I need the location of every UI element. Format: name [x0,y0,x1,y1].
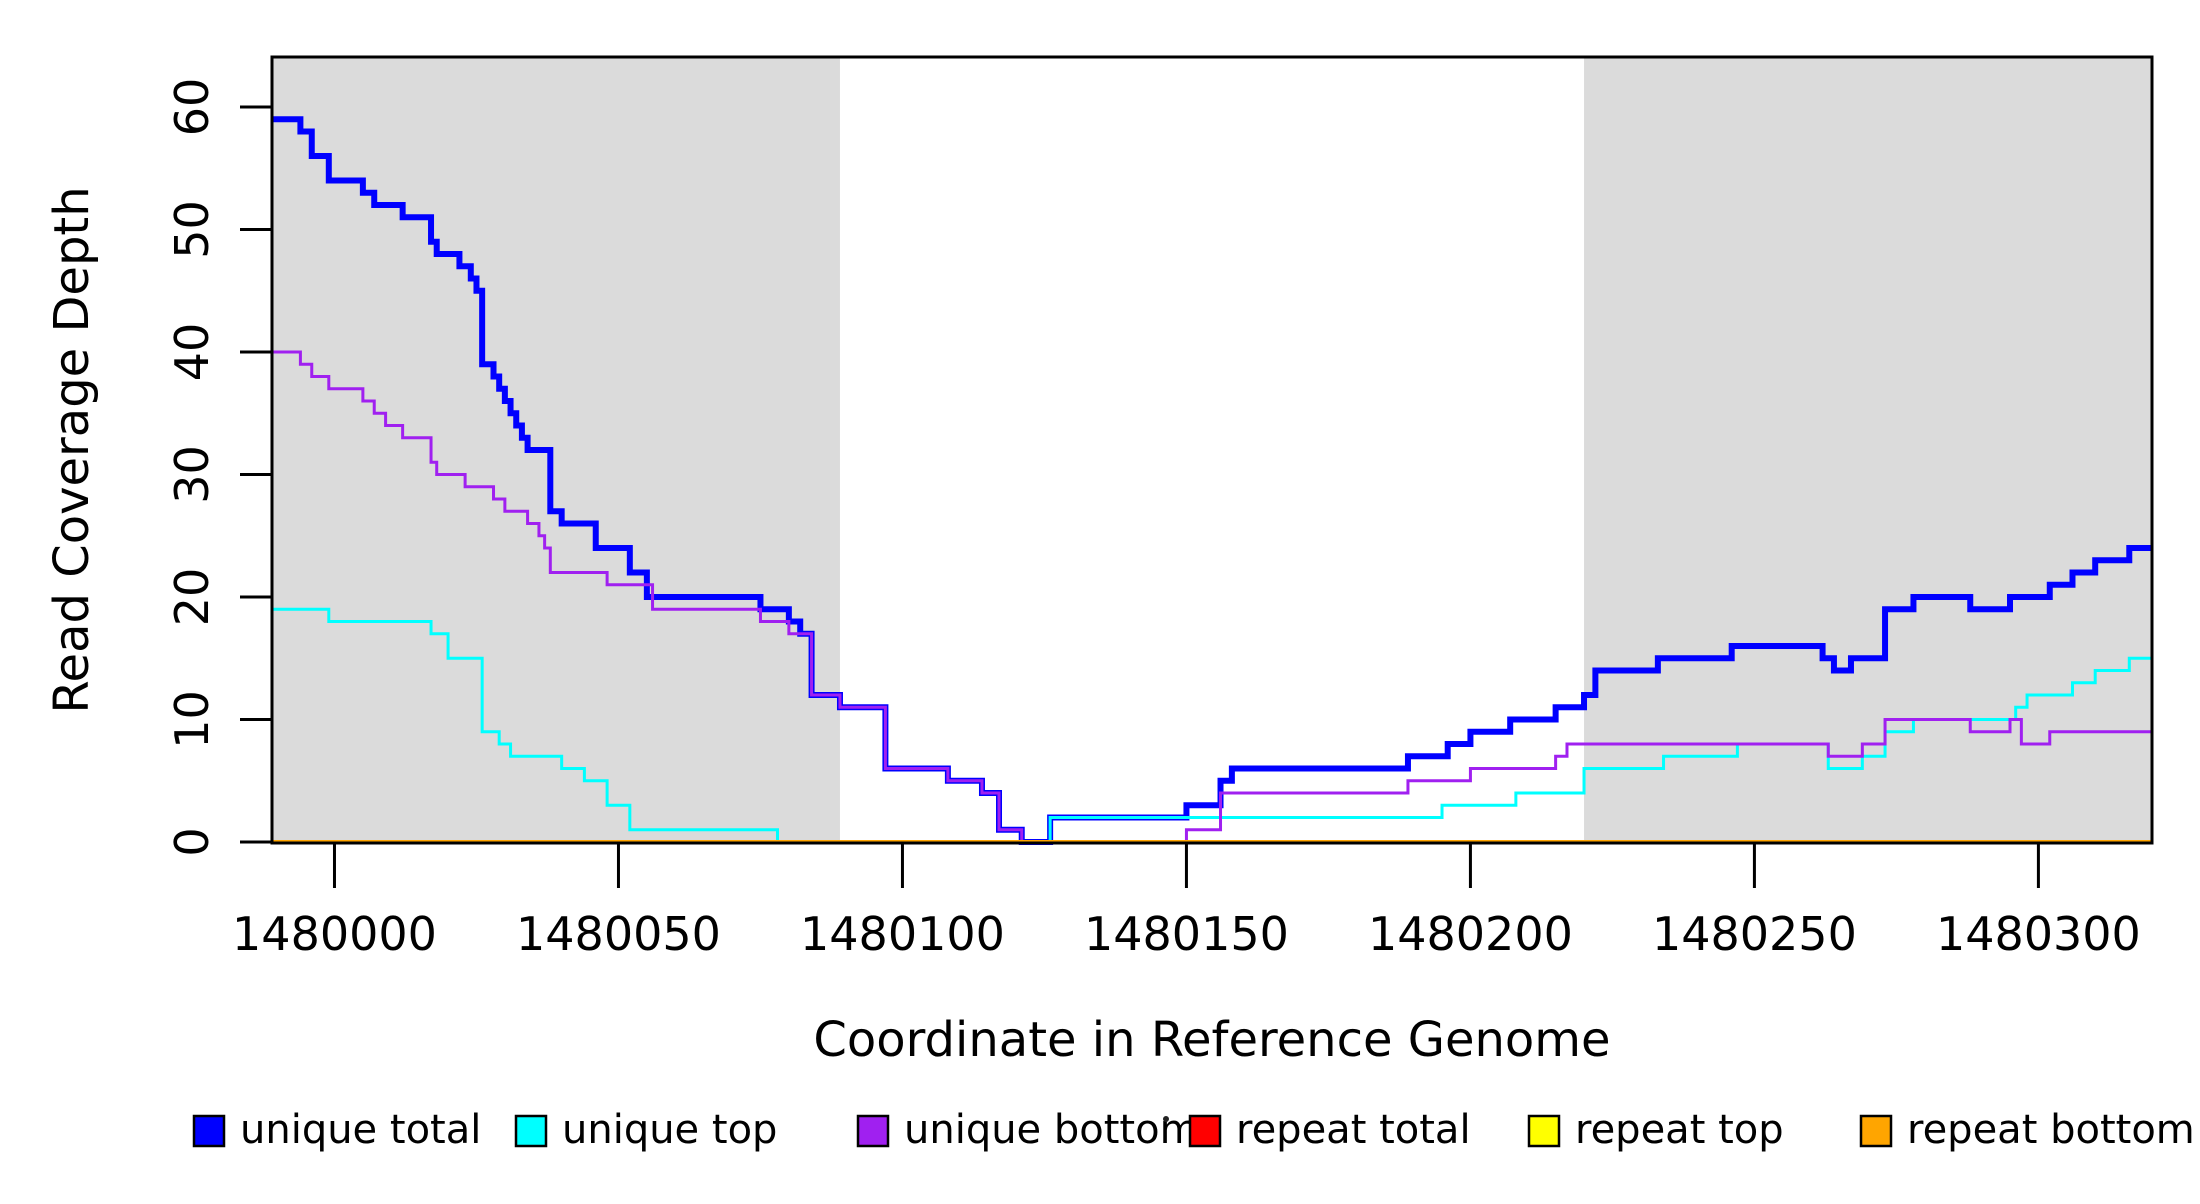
x-axis: 1480000 1480050 1480100 1480150 1480200 14802… [232,843,2141,961]
y-tick-label: 50 [165,200,219,259]
series-line-unique-bottom [272,350,2152,844]
y-tick-label: 10 [165,690,219,749]
legend-label-unique-bottom: unique bottom [904,1107,1199,1153]
legend-swatch-unique-bottom [856,1114,890,1148]
legend-label-unique-total: unique total [240,1107,481,1153]
legend-label-unique-top: unique top [562,1107,777,1153]
y-axis-title: Read Coverage Depth [44,186,100,713]
x-tick-label: 1480050 [516,907,721,961]
right-gray-region [1584,57,2152,843]
legend-swatch-unique-top [514,1114,548,1148]
legend-swatch-repeat-total [1188,1114,1222,1148]
stray-marks [1163,1116,1169,1122]
series-line-unique-top [272,607,2152,844]
x-tick-label: 1480150 [1084,907,1289,961]
legend-label-repeat-top: repeat top [1575,1107,1784,1153]
legend: unique total unique top unique bottom repea… [192,1107,2195,1153]
y-tick-label: 0 [165,827,219,856]
y-axis: 0 10 20 30 40 50 60 [165,78,272,857]
legend-swatch-repeat-bottom [1859,1114,1893,1148]
stray-mark [1163,1116,1169,1122]
y-tick-label: 20 [165,568,219,627]
plot-border [270,55,2154,845]
y-tick-label: 60 [165,78,219,137]
x-tick-label: 1480000 [232,907,437,961]
left-gray-region [272,57,840,843]
x-tick-label: 1480300 [1936,907,2141,961]
shaded-regions [272,57,2152,843]
y-tick-label: 40 [165,323,219,382]
legend-label-repeat-total: repeat total [1236,1107,1471,1153]
x-axis-title: Coordinate in Reference Genome [813,1012,1610,1068]
legend-swatch-unique-total [192,1114,226,1148]
legend-swatch-repeat-top [1527,1114,1561,1148]
x-tick-label: 1480200 [1368,907,1573,961]
y-tick-label: 30 [165,445,219,504]
x-tick-label: 1480100 [800,907,1005,961]
legend-label-repeat-bottom: repeat bottom [1907,1107,2195,1153]
x-tick-label: 1480250 [1652,907,1857,961]
